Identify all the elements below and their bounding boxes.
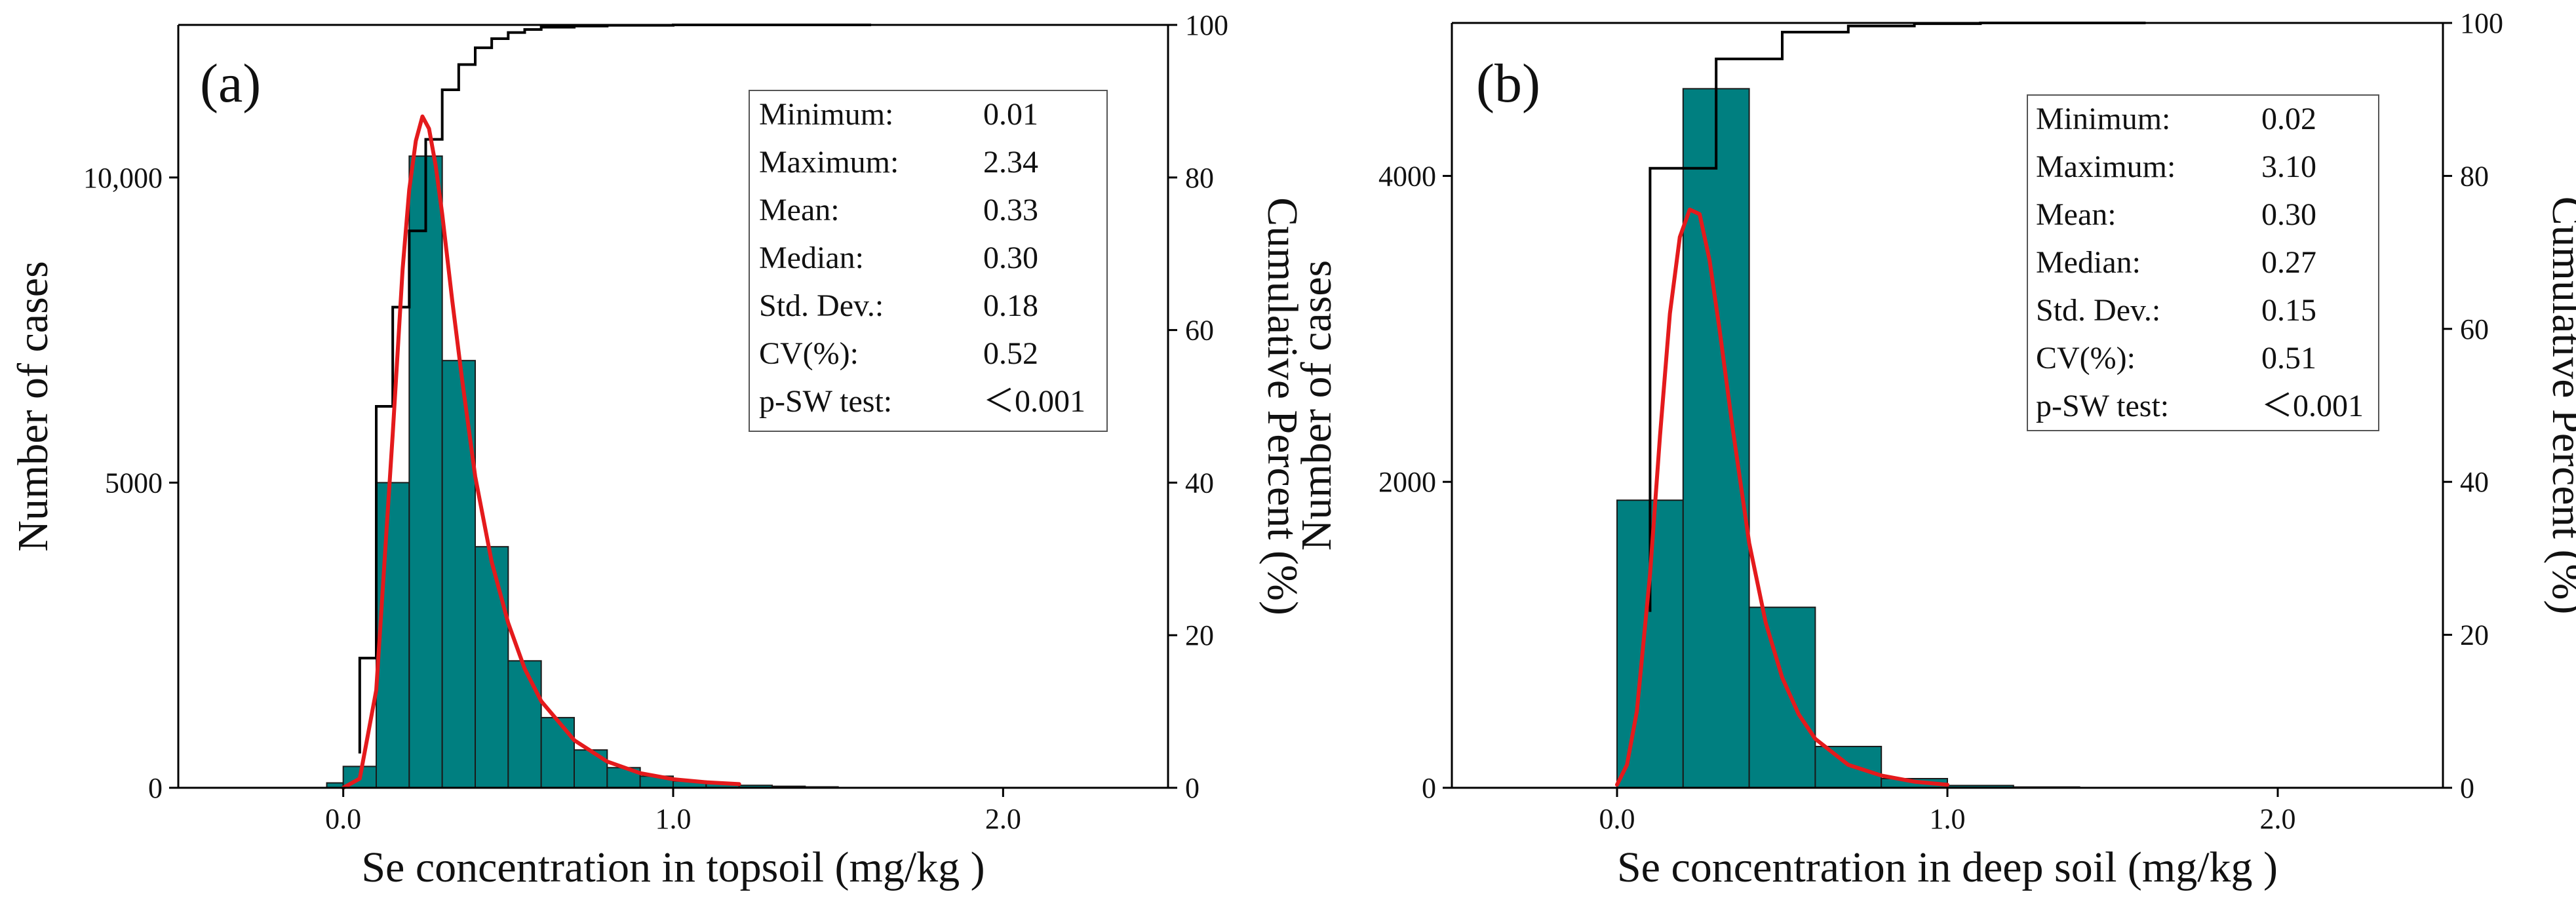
y2-tick-label: 60 <box>1185 315 1214 347</box>
stat-value: 0.01 <box>983 97 1038 132</box>
histogram-bar <box>408 155 443 788</box>
stat-label: Mean: <box>759 193 840 227</box>
histogram-bar <box>540 716 576 788</box>
y2-tick-label: 20 <box>1185 619 1214 651</box>
stat-label: Std. Dev.: <box>2036 293 2160 328</box>
y-tick-label: 10,000 <box>83 162 163 194</box>
y-axis-title: Number of cases <box>1293 260 1340 551</box>
histogram-bar <box>1682 88 1750 788</box>
histogram-bar <box>574 749 608 789</box>
y-tick-label: 4000 <box>1378 160 1436 192</box>
histogram-bar <box>507 660 542 789</box>
stat-label: p-SW test: <box>759 384 892 419</box>
y2-tick-label: 40 <box>2460 466 2489 498</box>
y-tick-label: 0 <box>1422 772 1436 804</box>
stat-label: CV(%): <box>2036 341 2136 376</box>
stat-label: p-SW test: <box>2036 389 2169 423</box>
fit-curve <box>341 114 741 790</box>
panel-a: 0.0 1.0 2.0 0 5000 10,000 0 20 40 60 80 100 Se conce… <box>9 9 1306 891</box>
stat-label: Median: <box>2036 245 2141 280</box>
stat-value: 2.34 <box>983 145 1038 180</box>
stat-value: ＜0.001 <box>983 384 1085 419</box>
y2-tick-label: 100 <box>2460 7 2503 39</box>
stat-label: Std. Dev.: <box>759 288 884 323</box>
stats-box <box>2027 94 2379 431</box>
stat-value: 0.51 <box>2261 341 2316 376</box>
stat-value: 0.02 <box>2261 102 2316 136</box>
x-tick-label: 1.0 <box>655 803 692 835</box>
stat-label: Mean: <box>2036 197 2117 232</box>
y-tick-label: 0 <box>148 772 163 804</box>
stat-value: 0.27 <box>2261 245 2316 280</box>
y-tick-label: 5000 <box>105 467 163 499</box>
histogram-bar <box>475 546 509 789</box>
x-tick-label: 0.0 <box>1599 803 1635 835</box>
cumulative-percent-line <box>358 24 871 754</box>
y2-tick-label: 80 <box>1185 162 1214 194</box>
y2-tick-label: 20 <box>2460 619 2489 651</box>
y2-axis-title: Cumulative Percent (%) <box>2543 197 2576 615</box>
stat-value: 0.52 <box>983 336 1038 371</box>
y-tick-label: 2000 <box>1378 466 1436 498</box>
histogram-bar <box>1814 745 1883 789</box>
histogram-bar <box>441 360 477 788</box>
x-tick-label: 2.0 <box>2260 803 2296 835</box>
stat-value: 3.10 <box>2261 149 2316 184</box>
y2-tick-label: 0 <box>1185 772 1200 804</box>
stats-box <box>749 90 1108 432</box>
y2-tick-label: 100 <box>1185 9 1228 41</box>
stat-value: 0.30 <box>2261 197 2316 232</box>
x-axis-title: Se concentration in deep soil (mg/kg ) <box>1617 843 2278 891</box>
panel-b: 0.0 1.0 2.0 0 2000 4000 0 20 40 60 80 100 Se concent… <box>1293 7 2576 891</box>
x-tick-label: 1.0 <box>1930 803 1966 835</box>
panel-label: (b) <box>1476 53 1540 114</box>
stat-value: ＜0.001 <box>2261 389 2364 423</box>
x-tick-label: 0.0 <box>325 803 361 835</box>
stat-value: 0.30 <box>983 241 1038 275</box>
stat-label: Maximum: <box>2036 149 2176 184</box>
stat-label: CV(%): <box>759 336 859 371</box>
stat-value: 0.18 <box>983 288 1038 323</box>
x-axis-title: Se concentration in topsoil (mg/kg ) <box>361 843 985 891</box>
fit-curve <box>1615 207 1949 787</box>
stat-value: 0.33 <box>983 193 1038 227</box>
stat-label: Maximum: <box>759 145 899 180</box>
y2-tick-label: 60 <box>2460 313 2489 345</box>
histogram-bar <box>1748 606 1816 788</box>
x-tick-label: 2.0 <box>985 803 1021 835</box>
y2-tick-label: 0 <box>2460 772 2474 804</box>
stat-value: 0.15 <box>2261 293 2316 328</box>
stat-label: Minimum: <box>759 97 893 132</box>
y-axis-title: Number of cases <box>9 261 57 552</box>
stat-label: Median: <box>759 241 864 275</box>
stat-label: Minimum: <box>2036 102 2170 136</box>
panel-label: (a) <box>200 53 261 114</box>
y2-tick-label: 40 <box>1185 467 1214 499</box>
y2-tick-label: 80 <box>2460 160 2489 192</box>
y2-axis-title: Cumulative Percent (%) <box>1259 197 1306 615</box>
